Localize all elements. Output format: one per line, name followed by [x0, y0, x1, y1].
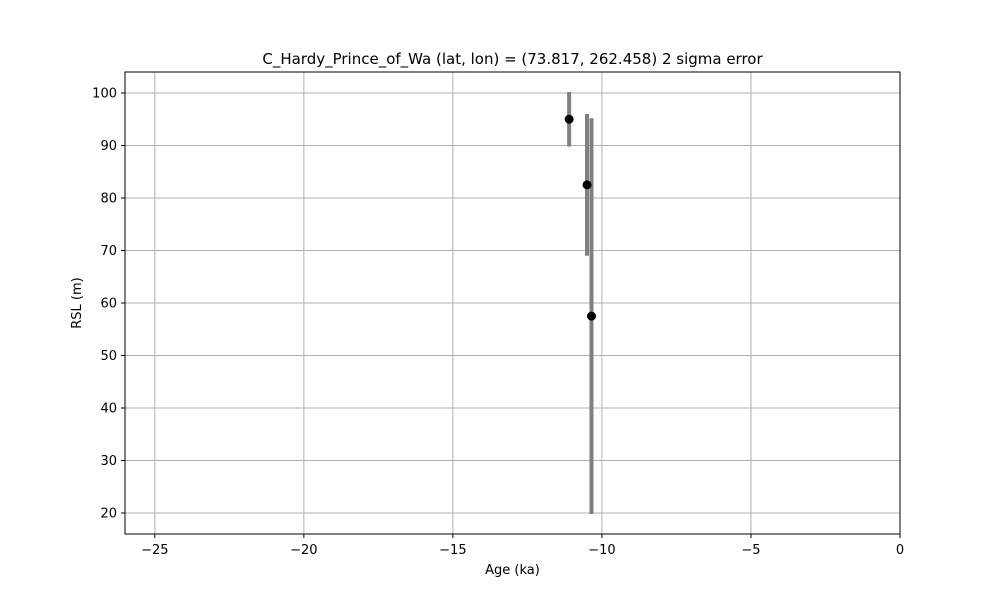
x-ticks: −25 −20 −15 −10 −5 0: [141, 534, 904, 558]
x-tick-label: −25: [141, 543, 168, 558]
x-tick-label: 0: [896, 543, 904, 558]
y-tick-label: 90: [100, 139, 117, 154]
x-tick-label: −20: [290, 543, 317, 558]
data-point: [582, 180, 592, 190]
y-ticks: 20 30 40 50 60 70 80 90 100: [92, 87, 125, 522]
data-points: [564, 114, 596, 321]
y-tick-label: 20: [100, 507, 117, 522]
x-tick-label: −10: [588, 543, 615, 558]
y-tick-label: 40: [100, 402, 117, 417]
x-tick-label: −5: [741, 543, 760, 558]
y-tick-label: 100: [92, 87, 117, 102]
y-tick-label: 80: [100, 192, 117, 207]
x-axis-label: Age (ka): [485, 563, 540, 578]
grid: [125, 72, 901, 534]
y-tick-label: 50: [100, 349, 117, 364]
y-tick-label: 70: [100, 244, 117, 259]
data-point: [586, 311, 596, 321]
y-tick-label: 60: [100, 297, 117, 312]
y-tick-label: 30: [100, 454, 117, 469]
data-point: [564, 114, 574, 124]
y-axis-label: RSL (m): [70, 277, 85, 328]
x-tick-label: −15: [439, 543, 466, 558]
chart-title: C_Hardy_Prince_of_Wa (lat, lon) = (73.81…: [262, 50, 763, 69]
